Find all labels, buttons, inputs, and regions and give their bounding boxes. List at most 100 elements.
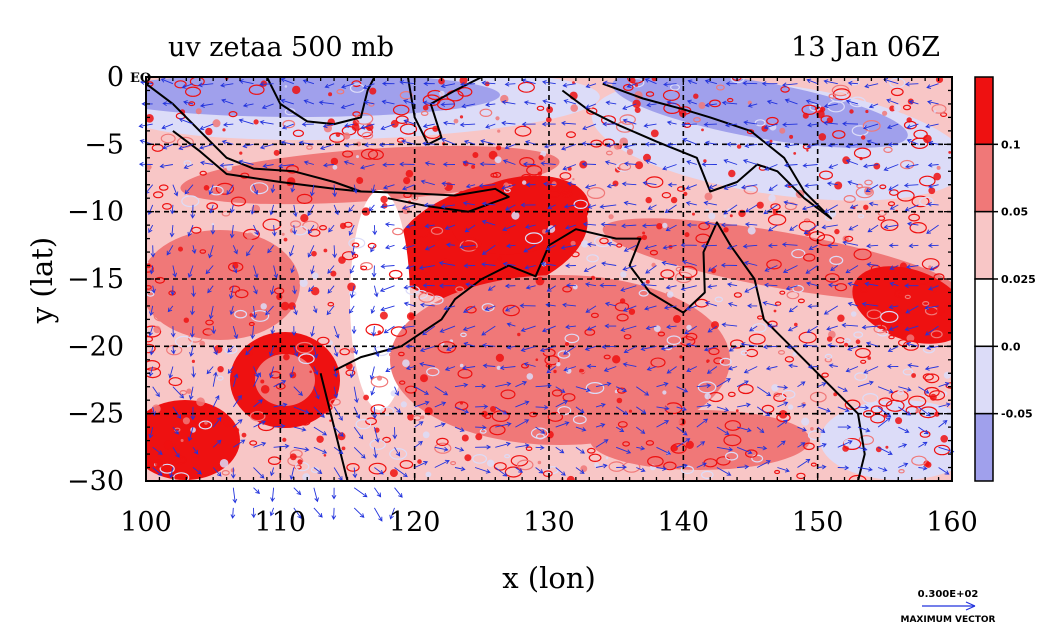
wind-vector [368,204,375,212]
wind-vector [861,324,879,330]
contour-speckle [623,334,632,340]
wind-vector [924,325,939,336]
contour-speckle [300,418,311,426]
contour-fill-speckle [736,144,742,149]
contour-speckle [922,373,934,381]
contour-speckle [678,265,698,279]
wind-vector [348,305,355,314]
contour-speckle [465,306,477,314]
contour-speckle [650,398,668,410]
contour-fill-speckle [191,359,195,363]
contour-fill-speckle [496,145,502,151]
wind-vector [662,244,677,250]
wind-vector [253,467,265,479]
wind-vector [519,303,536,309]
wind-vector [744,222,758,227]
contour-speckle [883,146,893,153]
contour-speckle [844,235,854,242]
wind-vector [905,305,919,314]
wind-vector [273,443,290,449]
wind-vector [159,163,173,169]
wind-vector [877,467,888,472]
wind-vector [419,302,435,308]
wind-vector [676,463,688,469]
vector-key: 0.300E+02 MAXIMUM VECTOR [900,589,995,625]
wind-vector [765,365,778,371]
contour-speckle [365,323,384,336]
wind-vector [903,183,919,188]
contour-fill-speckle [666,291,674,298]
contour-speckle [158,184,169,191]
wind-vector [644,244,657,250]
wind-vector [737,402,751,408]
contour-speckle [774,469,781,475]
contour-speckle [723,434,742,447]
contour-speckle [662,89,680,101]
wind-vector [716,467,732,476]
contour-fill-speckle [464,454,472,462]
contour-fill-speckle [276,293,283,301]
y-tick-label: −20 [67,331,124,362]
wind-vector [374,487,382,498]
wind-vector [784,143,798,149]
wind-vector [394,406,401,414]
contour-fill-speckle [484,81,490,87]
wind-vector [603,366,617,372]
wind-vector [259,120,274,125]
contour-speckle [714,296,724,303]
vector-key-arrowhead [965,601,976,611]
contour-speckle [834,283,848,292]
wind-vector [170,204,175,215]
contour-fill-speckle [651,77,658,82]
wind-vector [742,159,758,165]
field-australia-positive [390,275,730,445]
contour-fill-speckle [620,271,627,278]
contour-speckle [727,97,734,103]
time-label: 13 Jan 06Z [791,32,940,63]
contour-fill-speckle [273,149,280,156]
wind-vector [623,143,637,149]
contour-speckle [758,237,767,243]
wind-vector [806,78,818,85]
contour-fill-speckle [356,177,364,184]
contour-fill-speckle [787,404,794,410]
wind-vector [379,285,395,293]
wind-vector [332,245,338,259]
wind-vector [863,366,879,374]
wind-vector [360,164,375,170]
contour-speckle [557,350,571,359]
contour-speckle [766,259,782,270]
contour-fill-speckle [698,102,706,109]
contour-speckle [885,399,905,412]
contour-fill-speckle [542,229,547,234]
wind-vector [501,120,516,126]
contour-fill-speckle [330,386,339,395]
wind-vector [405,365,415,371]
wind-vector [310,326,315,337]
wind-vector [566,181,576,187]
wind-vector [495,421,512,428]
wind-vector [623,345,637,354]
wind-vector [623,200,637,206]
contour-fill-speckle [217,366,224,373]
contour-fill-speckle [495,116,500,121]
wind-vector [762,300,778,307]
contour-fill-speckle [309,370,313,374]
wind-vector [303,99,315,105]
y-tick-label: −15 [67,264,124,295]
wind-vector [495,406,508,415]
wind-vector [298,140,314,146]
wind-vector [555,467,566,476]
contour-speckle [351,242,360,248]
wind-vector [756,426,765,434]
contour-speckle [797,298,805,304]
wind-vector [605,143,617,148]
y-tick-label: −10 [67,197,124,228]
contour-speckle [573,199,588,209]
wind-vector [837,406,850,413]
contour-fill-speckle [768,194,776,202]
wind-vector [764,140,778,146]
wind-vector [242,102,254,108]
wind-vector [149,305,154,317]
contour-speckle [570,251,580,258]
